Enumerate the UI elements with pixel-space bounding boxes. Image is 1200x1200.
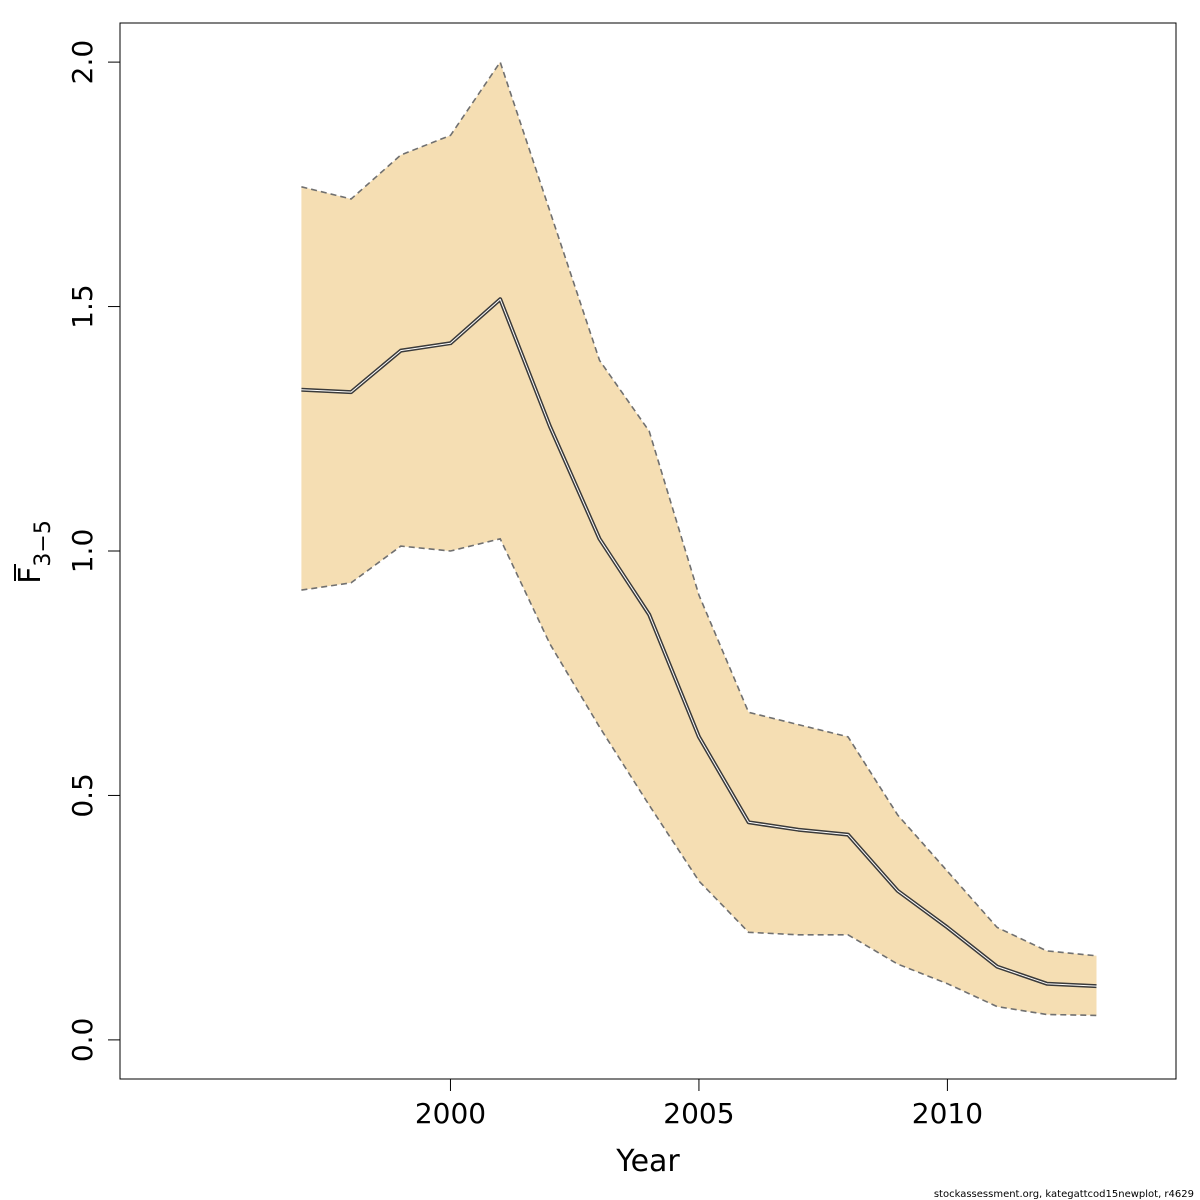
y-tick-label: 0.0 [66, 1018, 99, 1063]
confidence-band-layer [301, 60, 1097, 1017]
y-axis-title-subscript: 3−5 [31, 520, 56, 566]
upper-bound-line [301, 60, 1097, 957]
y-tick-label-group: 2.0 [66, 40, 99, 85]
svg-text:F3−5: F3−5 [13, 520, 56, 584]
y-tick-label: 1.5 [66, 284, 99, 329]
estimate-line-layer [301, 297, 1097, 989]
y-axis: 0.0 0.5 1.0 1.5 2.0 [66, 40, 120, 1062]
y-tick-label-group: 0.0 [66, 1018, 99, 1063]
y-tick-label: 2.0 [66, 40, 99, 85]
x-tick-label: 2005 [663, 1097, 734, 1130]
y-tick-label-group: 1.5 [66, 284, 99, 329]
y-tick-label-group: 0.5 [66, 773, 99, 818]
x-axis-title: Year [615, 1144, 680, 1179]
estimate-line-core [301, 298, 1097, 987]
y-tick-label: 0.5 [66, 773, 99, 818]
y-axis-title: F3−5 [13, 520, 56, 584]
y-tick-label: 1.0 [66, 529, 99, 574]
y-axis-title-main: F [13, 567, 48, 584]
lower-bound-line [301, 537, 1097, 1017]
y-tick-label-group: 1.0 [66, 529, 99, 574]
x-axis: 2000 2005 2010 [415, 1079, 983, 1130]
x-tick-label: 2010 [912, 1097, 983, 1130]
confidence-band-area [301, 62, 1097, 1016]
x-tick-label: 2000 [415, 1097, 486, 1130]
footer-credit: stockassessment.org, kategattcod15newplo… [934, 1189, 1194, 1200]
